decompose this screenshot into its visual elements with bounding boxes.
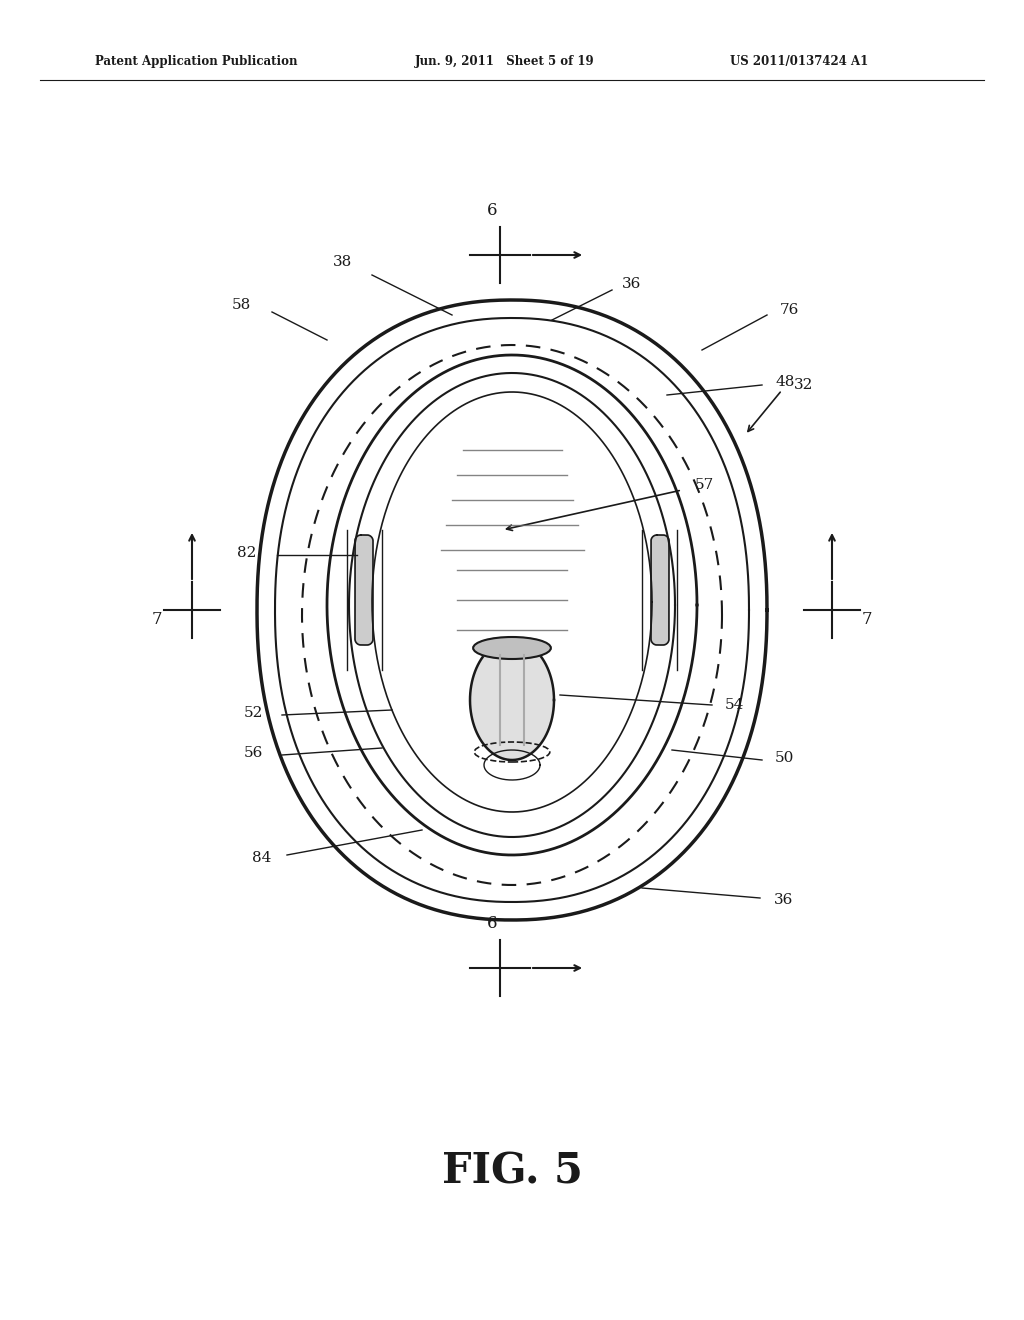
- Polygon shape: [470, 640, 554, 760]
- Text: 56: 56: [244, 746, 263, 760]
- Text: 58: 58: [232, 298, 251, 312]
- Polygon shape: [355, 535, 373, 645]
- Text: 36: 36: [622, 277, 641, 290]
- Text: 84: 84: [252, 851, 271, 865]
- Text: 54: 54: [725, 698, 744, 711]
- Text: Patent Application Publication: Patent Application Publication: [95, 55, 298, 69]
- Text: 76: 76: [780, 304, 800, 317]
- Text: Jun. 9, 2011   Sheet 5 of 19: Jun. 9, 2011 Sheet 5 of 19: [415, 55, 595, 69]
- Text: 48: 48: [775, 375, 795, 389]
- Text: 82: 82: [237, 546, 256, 560]
- Text: 7: 7: [152, 611, 163, 628]
- Text: US 2011/0137424 A1: US 2011/0137424 A1: [730, 55, 868, 69]
- Text: 6: 6: [486, 915, 498, 932]
- Text: 38: 38: [333, 255, 351, 269]
- Text: 57: 57: [695, 478, 715, 492]
- Polygon shape: [651, 535, 669, 645]
- Text: 6: 6: [486, 202, 498, 219]
- Text: 36: 36: [774, 894, 794, 907]
- Polygon shape: [257, 300, 767, 920]
- Text: 32: 32: [794, 378, 813, 392]
- Ellipse shape: [473, 638, 551, 659]
- Text: 7: 7: [861, 611, 872, 628]
- Text: FIG. 5: FIG. 5: [441, 1151, 583, 1193]
- Text: 50: 50: [775, 751, 795, 766]
- Text: 52: 52: [244, 706, 263, 719]
